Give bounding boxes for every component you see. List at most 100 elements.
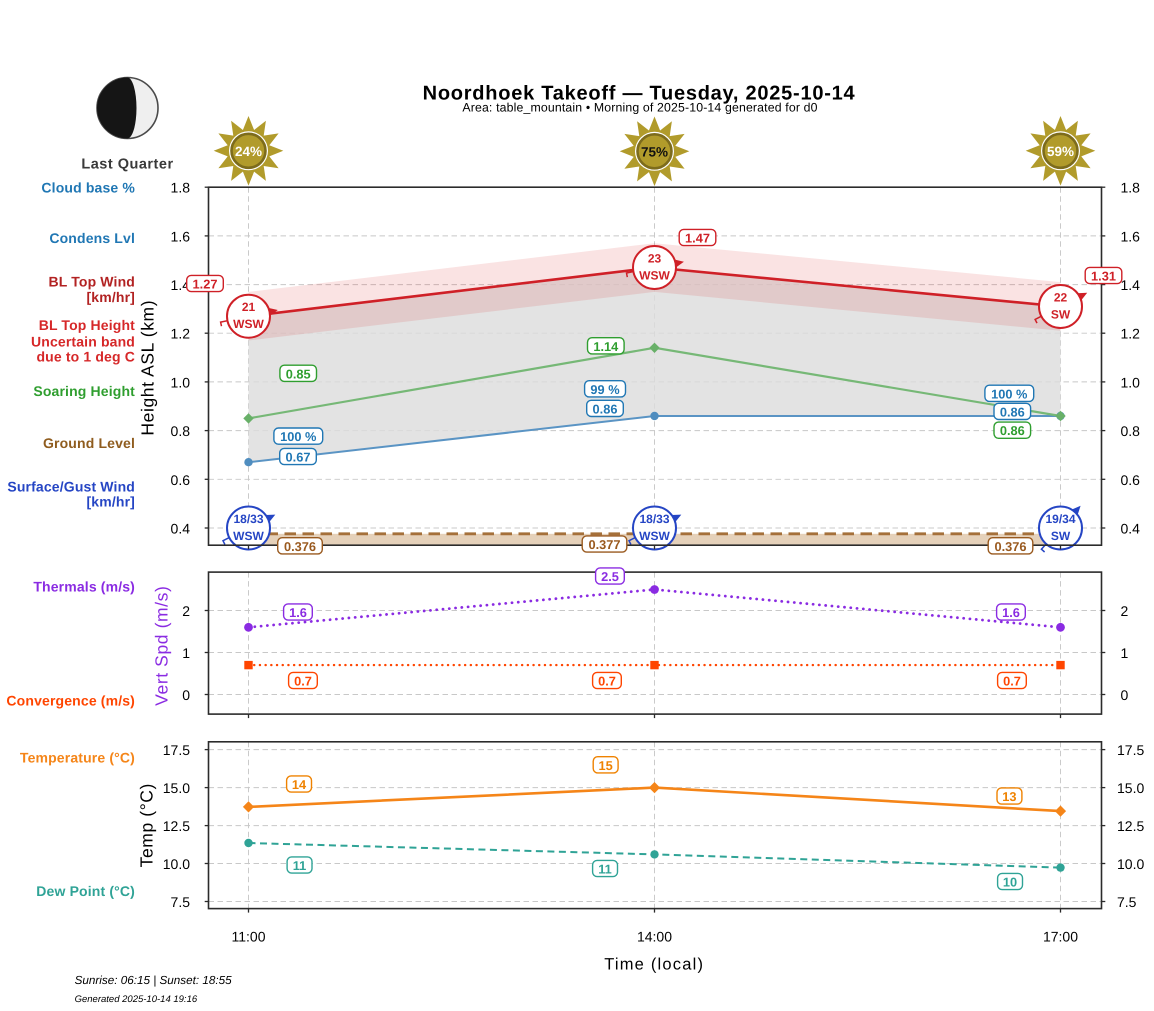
- svg-text:1.47: 1.47: [685, 231, 710, 246]
- svg-text:22: 22: [1054, 290, 1068, 304]
- svg-text:BL Top Height: BL Top Height: [39, 317, 135, 333]
- svg-text:17.5: 17.5: [1117, 742, 1144, 758]
- svg-text:18/33: 18/33: [233, 512, 263, 526]
- svg-text:Last Quarter: Last Quarter: [81, 157, 173, 173]
- svg-text:17.5: 17.5: [163, 742, 190, 758]
- svg-text:99 %: 99 %: [590, 382, 620, 397]
- svg-text:14:00: 14:00: [637, 929, 672, 945]
- svg-text:1.4: 1.4: [1121, 277, 1141, 293]
- svg-text:13: 13: [1002, 789, 1016, 804]
- svg-text:12.5: 12.5: [1117, 818, 1144, 834]
- svg-text:Temperature (°C): Temperature (°C): [20, 750, 135, 766]
- svg-text:Surface/Gust Wind: Surface/Gust Wind: [7, 478, 135, 494]
- svg-text:21: 21: [242, 300, 256, 314]
- svg-text:0.86: 0.86: [1000, 423, 1025, 438]
- svg-text:24%: 24%: [235, 144, 262, 159]
- svg-text:0.7: 0.7: [294, 674, 312, 689]
- svg-text:WSW: WSW: [639, 529, 670, 543]
- svg-text:1.0: 1.0: [171, 374, 191, 390]
- svg-text:0.7: 0.7: [1003, 674, 1021, 689]
- svg-text:1.0: 1.0: [1121, 374, 1141, 390]
- svg-text:1: 1: [1121, 645, 1129, 661]
- svg-text:0.376: 0.376: [284, 539, 316, 554]
- svg-text:1.6: 1.6: [289, 605, 307, 620]
- svg-text:Temp (°C): Temp (°C): [137, 783, 157, 867]
- svg-text:75%: 75%: [641, 144, 668, 159]
- svg-text:7.5: 7.5: [1117, 894, 1137, 910]
- svg-text:0.6: 0.6: [171, 472, 191, 488]
- svg-text:17:00: 17:00: [1043, 929, 1078, 945]
- svg-text:0: 0: [1121, 687, 1129, 703]
- svg-text:Time (local): Time (local): [604, 955, 704, 973]
- svg-text:SW: SW: [1051, 529, 1071, 543]
- svg-text:2.5: 2.5: [601, 569, 619, 584]
- svg-text:1.6: 1.6: [1002, 605, 1020, 620]
- svg-text:10: 10: [1003, 875, 1017, 890]
- svg-text:Sunrise: 06:15 | Sunset: 18:55: Sunrise: 06:15 | Sunset: 18:55: [75, 974, 233, 987]
- svg-text:Height ASL (km): Height ASL (km): [138, 300, 158, 436]
- svg-text:Convergence (m/s): Convergence (m/s): [6, 693, 135, 709]
- svg-text:Vert Spd (m/s): Vert Spd (m/s): [152, 586, 172, 706]
- svg-text:Thermals (m/s): Thermals (m/s): [33, 579, 135, 595]
- svg-text:100 %: 100 %: [991, 386, 1028, 401]
- svg-text:1.2: 1.2: [1121, 326, 1141, 342]
- svg-text:1.8: 1.8: [1121, 180, 1141, 196]
- svg-text:59%: 59%: [1047, 144, 1074, 159]
- svg-text:1.14: 1.14: [593, 339, 619, 354]
- svg-text:0.8: 0.8: [1121, 423, 1141, 439]
- svg-text:11:00: 11:00: [232, 929, 266, 945]
- svg-text:[km/hr]: [km/hr]: [87, 289, 136, 305]
- svg-text:23: 23: [648, 252, 662, 266]
- svg-text:due to 1 deg C: due to 1 deg C: [36, 349, 135, 365]
- svg-text:Noordhoek Takeoff — Tuesday, 2: Noordhoek Takeoff — Tuesday, 2025-10-14: [423, 83, 856, 105]
- svg-text:1.2: 1.2: [171, 326, 191, 342]
- svg-text:15.0: 15.0: [163, 780, 190, 796]
- svg-text:1.4: 1.4: [171, 277, 191, 293]
- svg-text:0: 0: [182, 687, 190, 703]
- svg-text:0.67: 0.67: [286, 450, 311, 465]
- svg-text:WSW: WSW: [233, 317, 264, 331]
- svg-text:7.5: 7.5: [171, 894, 191, 910]
- svg-text:0.4: 0.4: [171, 520, 191, 536]
- svg-text:1.27: 1.27: [193, 277, 218, 292]
- svg-text:1.6: 1.6: [1121, 228, 1141, 244]
- svg-text:SW: SW: [1051, 307, 1071, 321]
- svg-text:11: 11: [598, 862, 612, 877]
- svg-text:14: 14: [292, 777, 307, 792]
- svg-text:Generated 2025-10-14 19:16: Generated 2025-10-14 19:16: [75, 994, 198, 1005]
- svg-text:100 %: 100 %: [280, 429, 317, 444]
- svg-text:10.0: 10.0: [163, 856, 190, 872]
- svg-text:[km/hr]: [km/hr]: [87, 494, 136, 510]
- svg-text:0.6: 0.6: [1121, 472, 1141, 488]
- svg-text:0.377: 0.377: [588, 537, 620, 552]
- svg-text:15: 15: [598, 758, 612, 773]
- svg-text:11: 11: [293, 858, 307, 873]
- svg-text:Dew Point (°C): Dew Point (°C): [36, 883, 135, 899]
- svg-text:Soaring Height: Soaring Height: [33, 383, 135, 399]
- svg-text:18/33: 18/33: [639, 512, 669, 526]
- svg-text:0.86: 0.86: [1000, 404, 1025, 419]
- svg-text:1: 1: [182, 645, 190, 661]
- svg-text:BL Top Wind: BL Top Wind: [48, 274, 135, 290]
- svg-text:WSW: WSW: [639, 269, 670, 283]
- svg-text:1.6: 1.6: [171, 228, 191, 244]
- svg-text:Area: table_mountain • Morning: Area: table_mountain • Morning of 2025-1…: [462, 101, 817, 115]
- svg-text:WSW: WSW: [233, 529, 264, 543]
- svg-text:10.0: 10.0: [1117, 856, 1144, 872]
- svg-text:1.8: 1.8: [171, 180, 191, 196]
- svg-text:19/34: 19/34: [1045, 512, 1075, 526]
- svg-text:Condens Lvl: Condens Lvl: [49, 230, 135, 246]
- svg-text:2: 2: [182, 603, 190, 619]
- svg-text:1.31: 1.31: [1091, 269, 1116, 284]
- svg-text:0.85: 0.85: [286, 366, 311, 381]
- svg-text:0.8: 0.8: [171, 423, 191, 439]
- svg-text:Uncertain band: Uncertain band: [31, 333, 135, 349]
- svg-text:15.0: 15.0: [1117, 780, 1144, 796]
- svg-text:0.376: 0.376: [994, 539, 1026, 554]
- svg-text:12.5: 12.5: [163, 818, 190, 834]
- svg-text:Ground Level: Ground Level: [43, 435, 135, 451]
- svg-text:0.7: 0.7: [598, 674, 616, 689]
- svg-text:0.4: 0.4: [1121, 520, 1141, 536]
- svg-text:0.86: 0.86: [593, 401, 618, 416]
- svg-text:2: 2: [1121, 603, 1129, 619]
